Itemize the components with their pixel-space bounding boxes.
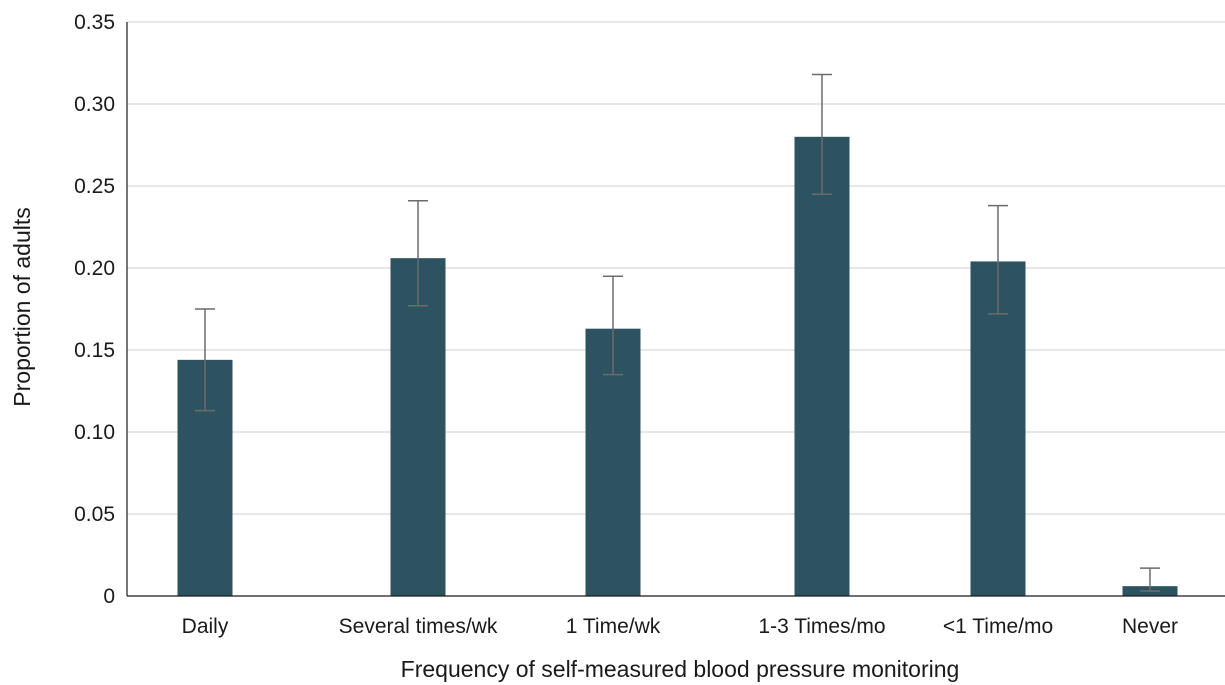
- y-tick-label: 0.20: [74, 257, 115, 280]
- x-tick-label: Several times/wk: [339, 615, 498, 638]
- x-tick-label: 1-3 Times/mo: [758, 615, 885, 638]
- x-tick-label: 1 Time/wk: [566, 615, 661, 638]
- x-tick-label: Daily: [182, 615, 229, 638]
- bars: [177, 136, 1178, 597]
- error-bar: [1140, 567, 1160, 592]
- error-bar: [603, 275, 623, 376]
- y-tick-label: 0.30: [74, 93, 115, 116]
- y-tick-label: 0.35: [74, 11, 115, 34]
- bar: [794, 136, 850, 597]
- x-tick-label: <1 Time/mo: [943, 615, 1053, 638]
- error-bar: [408, 200, 428, 307]
- gridlines: [127, 21, 1225, 515]
- y-tick-label: 0: [103, 585, 115, 608]
- x-tick-labels: Daily Several times/wk 1 Time/wk 1-3 Times/…: [182, 615, 1178, 638]
- y-axis-title: Proportion of adults: [9, 207, 35, 406]
- bar: [390, 258, 446, 596]
- error-bar: [812, 73, 832, 195]
- error-bar: [195, 308, 215, 412]
- x-tick-label: Never: [1122, 615, 1178, 638]
- y-tick-label: 0.25: [74, 175, 115, 198]
- error-bars: [195, 73, 1160, 592]
- error-bar: [988, 204, 1008, 315]
- axes: [126, 22, 1225, 597]
- y-tick-labels: 0 0.05 0.10 0.15 0.20 0.25 0.30 0.35: [74, 11, 115, 608]
- bar: [970, 261, 1026, 596]
- y-tick-label: 0.15: [74, 339, 115, 362]
- x-axis-title: Frequency of self-measured blood pressur…: [401, 656, 960, 682]
- y-tick-label: 0.10: [74, 421, 115, 444]
- y-tick-label: 0.05: [74, 503, 115, 526]
